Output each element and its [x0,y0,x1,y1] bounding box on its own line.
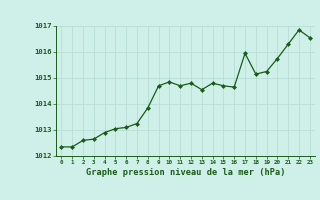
X-axis label: Graphe pression niveau de la mer (hPa): Graphe pression niveau de la mer (hPa) [86,168,285,177]
